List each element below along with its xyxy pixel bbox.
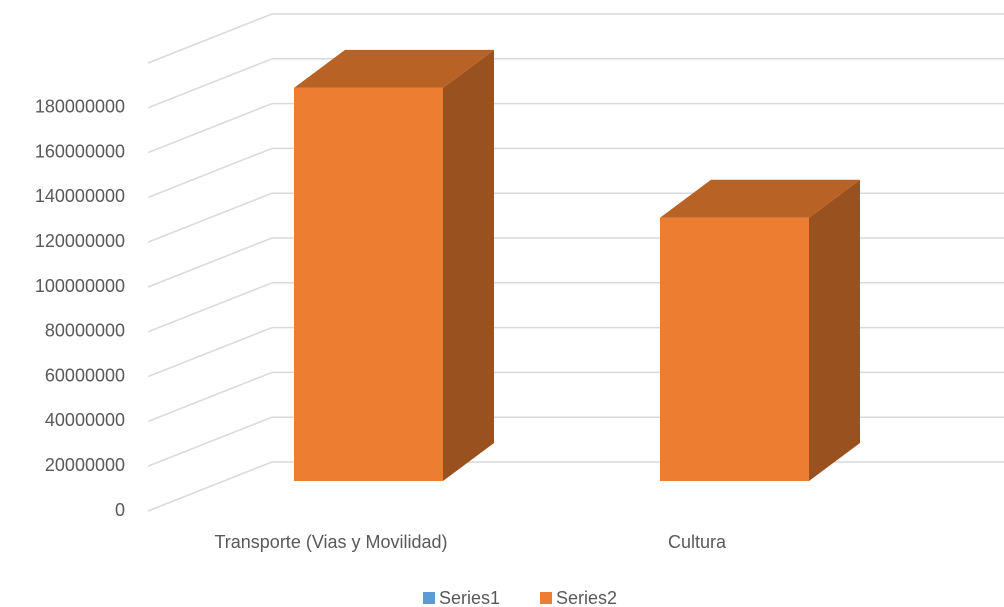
y-tick-label: 0 <box>115 500 125 520</box>
y-tick-label: 60000000 <box>45 365 125 385</box>
grid-line <box>147 13 273 64</box>
grid-line <box>147 371 273 423</box>
legend-swatch <box>540 592 552 604</box>
x-tick-label: Transporte (Vias y Movilidad) <box>214 532 447 552</box>
legend-label: Series1 <box>439 588 500 607</box>
y-tick-label: 80000000 <box>45 321 125 341</box>
bar <box>294 49 494 481</box>
y-tick-label: 20000000 <box>45 455 125 475</box>
y-tick-label: 140000000 <box>35 186 125 206</box>
bar-top <box>660 179 860 218</box>
legend-label: Series2 <box>556 588 617 607</box>
y-tick-label: 180000000 <box>35 97 125 117</box>
grid-line <box>147 58 273 109</box>
y-tick-label: 120000000 <box>35 231 125 251</box>
bar-front <box>294 87 443 481</box>
bar-top <box>294 49 494 88</box>
y-tick-label: 160000000 <box>35 141 125 161</box>
grid-line <box>147 326 273 378</box>
bar-front <box>660 217 809 482</box>
y-tick-label: 100000000 <box>35 276 125 296</box>
grid-line <box>147 102 273 154</box>
bar-side <box>443 49 494 481</box>
grid-line <box>147 461 273 512</box>
bar-side <box>809 179 860 482</box>
legend-swatch <box>423 592 435 604</box>
grid-line <box>147 237 273 288</box>
grid-line <box>147 147 273 199</box>
grid-line <box>147 192 273 243</box>
grid-line <box>147 282 273 333</box>
bar <box>660 179 860 482</box>
x-tick-label: Cultura <box>668 532 727 552</box>
y-tick-label: 40000000 <box>45 410 125 430</box>
grid-line <box>147 416 273 467</box>
